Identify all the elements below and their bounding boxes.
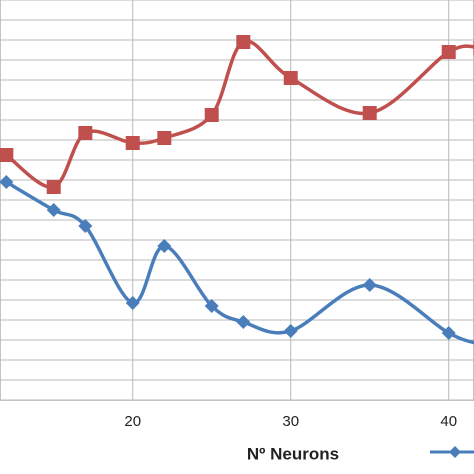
marker [204, 108, 219, 122]
marker [46, 203, 61, 217]
marker [441, 45, 456, 59]
marker [157, 131, 172, 145]
marker [236, 315, 251, 329]
marker [157, 239, 172, 253]
marker [78, 126, 93, 140]
legend-marker [449, 446, 461, 458]
marker [204, 299, 219, 313]
marker [46, 180, 61, 194]
series-line [5, 39, 474, 189]
x-tick-label: 40 [440, 413, 457, 430]
x-tick-label: 20 [124, 413, 141, 430]
marker [283, 71, 298, 85]
marker [283, 324, 298, 338]
x-axis-title: Nº Neurons [247, 444, 339, 463]
marker [0, 148, 14, 162]
marker [362, 278, 377, 292]
marker [78, 219, 93, 233]
x-tick-label: 30 [282, 413, 299, 430]
marker [236, 35, 251, 49]
marker [441, 326, 456, 340]
marker [0, 175, 14, 189]
marker [125, 136, 140, 150]
marker [125, 296, 140, 310]
marker [362, 106, 377, 120]
